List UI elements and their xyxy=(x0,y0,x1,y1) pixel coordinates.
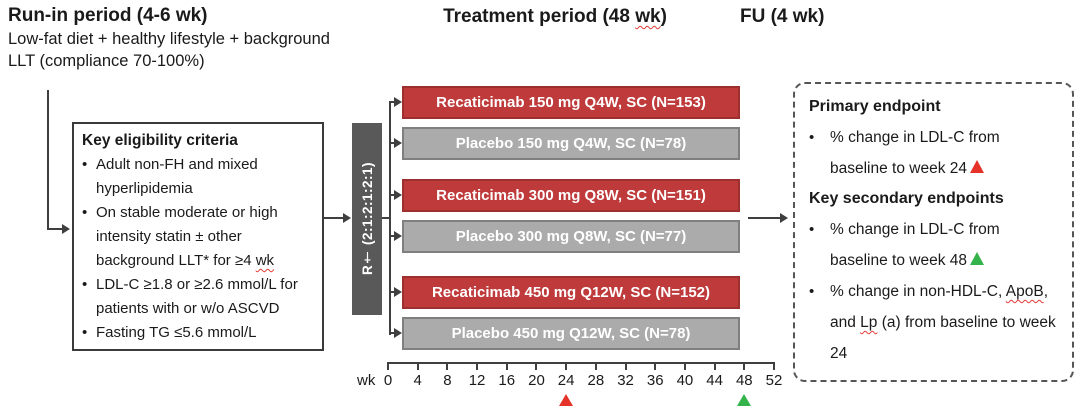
arms-to-endpoints-connector xyxy=(748,217,781,219)
red-triangle-icon xyxy=(970,160,985,173)
eligibility-criteria-box: Key eligibility criteria • Adult non-FH … xyxy=(72,122,324,351)
treatment-title-close: ) xyxy=(660,6,667,27)
arm-recaticimab-300: Recaticimab 300 mg Q8W, SC (N=151) xyxy=(402,179,740,212)
branch-connector xyxy=(389,332,396,334)
fork-trunk-connector xyxy=(389,102,391,335)
bullet-icon: • xyxy=(809,129,815,146)
endpoint-item: • % change in non-HDL-C, ApoB, and Lp (a… xyxy=(809,276,1060,369)
bullet-icon: • xyxy=(809,283,815,300)
treatment-title-text: Treatment period (48 xyxy=(443,6,636,27)
followup-period-title: FU (4 wk) xyxy=(740,6,825,27)
eligibility-title: Key eligibility criteria xyxy=(82,132,238,149)
branch-connector xyxy=(389,101,396,103)
branch-connector xyxy=(389,142,396,144)
runin-elbow-connector-vertical xyxy=(47,90,49,230)
axis-unit-label: wk xyxy=(357,372,376,389)
week48-marker-green-triangle-icon xyxy=(737,394,752,406)
box-to-randomization-connector xyxy=(324,217,344,219)
endpoints-box: Primary endpoint • % change in LDL-C fro… xyxy=(793,82,1074,382)
eligibility-item: • On stable moderate or high intensity s… xyxy=(82,201,314,273)
treatment-period-title: Treatment period (48 wk) xyxy=(390,6,720,28)
branch-arrowhead-icon xyxy=(394,231,402,241)
eligibility-item: • Adult non-FH and mixed hyperlipidemia xyxy=(82,153,314,201)
branch-connector xyxy=(389,235,396,237)
runin-elbow-connector-horizontal xyxy=(47,228,63,230)
axis-baseline xyxy=(388,362,774,364)
endpoint-item: • % change in LDL-C from baseline to wee… xyxy=(809,122,1060,184)
treatment-title-wk: wk xyxy=(635,6,661,27)
bullet-icon: • xyxy=(82,204,88,221)
endpoint-item: • % change in LDL-C from baseline to wee… xyxy=(809,214,1060,276)
randomization-stub-connector xyxy=(382,217,390,219)
branch-connector xyxy=(389,291,396,293)
branch-arrowhead-icon xyxy=(394,328,402,338)
arm-placebo-300: Placebo 300 mg Q8W, SC (N=77) xyxy=(402,220,740,253)
treatment-arms: Recaticimab 150 mg Q4W, SC (N=153) Place… xyxy=(402,0,740,413)
arm-placebo-150: Placebo 150 mg Q4W, SC (N=78) xyxy=(402,127,740,160)
randomization-label: R† (2:1:2:1:2:1) xyxy=(359,162,375,276)
branch-arrowhead-icon xyxy=(394,190,402,200)
randomization-arrowhead-icon xyxy=(343,213,351,223)
bullet-icon: • xyxy=(82,276,88,293)
week24-marker-red-triangle-icon xyxy=(559,394,574,406)
eligibility-item: • Fasting TG ≤5.6 mmol/L xyxy=(82,321,314,345)
endpoints-arrowhead-icon xyxy=(780,213,788,223)
green-triangle-icon xyxy=(970,252,985,265)
runin-period-subtitle: Low-fat diet + healthy lifestyle + backg… xyxy=(8,30,330,70)
primary-endpoint-title: Primary endpoint xyxy=(809,98,941,115)
arm-recaticimab-450: Recaticimab 450 mg Q12W, SC (N=152) xyxy=(402,276,740,309)
bullet-icon: • xyxy=(809,221,815,238)
branch-arrowhead-icon xyxy=(394,287,402,297)
arm-recaticimab-150: Recaticimab 150 mg Q4W, SC (N=153) xyxy=(402,86,740,119)
runin-arrowhead-icon xyxy=(62,224,70,234)
branch-arrowhead-icon xyxy=(394,97,402,107)
branch-connector xyxy=(389,194,396,196)
eligibility-item: • LDL-C ≥1.8 or ≥2.6 mmol/L for patients… xyxy=(82,273,314,321)
arm-placebo-450: Placebo 450 mg Q12W, SC (N=78) xyxy=(402,317,740,350)
runin-period-title: Run-in period (4-6 wk) xyxy=(8,5,208,26)
secondary-endpoints-title: Key secondary endpoints xyxy=(809,190,1004,207)
bullet-icon: • xyxy=(82,156,88,173)
branch-arrowhead-icon xyxy=(394,138,402,148)
randomization-bar: R† (2:1:2:1:2:1) xyxy=(352,123,382,315)
bullet-icon: • xyxy=(82,324,88,341)
week-axis: wk 0 4 8 12 16 20 24 28 32 36 40 44 48 5… xyxy=(357,354,782,410)
